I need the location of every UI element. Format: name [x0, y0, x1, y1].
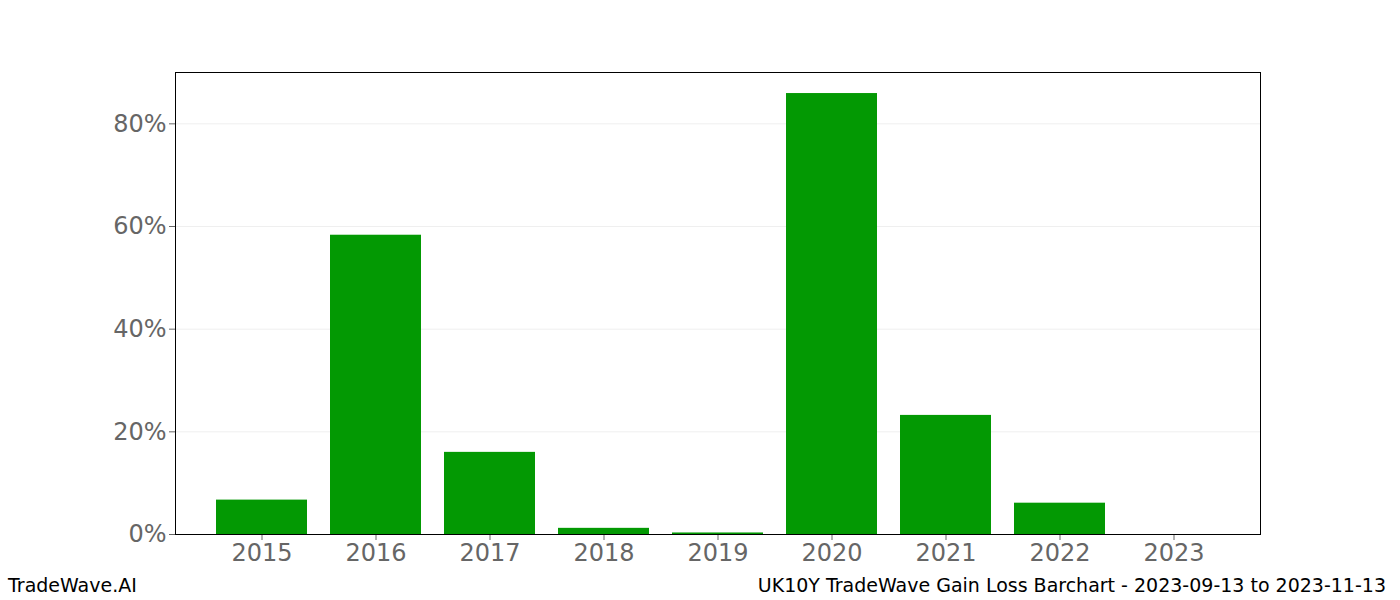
svg-text:40%: 40%	[113, 315, 166, 343]
svg-text:2018: 2018	[573, 539, 634, 567]
svg-text:60%: 60%	[113, 212, 166, 240]
svg-text:20%: 20%	[113, 418, 166, 446]
svg-text:2016: 2016	[345, 539, 406, 567]
svg-text:2022: 2022	[1029, 539, 1090, 567]
svg-text:2023: 2023	[1143, 539, 1204, 567]
svg-text:2021: 2021	[915, 539, 976, 567]
svg-text:80%: 80%	[113, 110, 166, 138]
html-text:UK10Y TradeWave Gain Loss Barc: UK10Y TradeWave Gain Loss Barchart - 202…	[757, 574, 1386, 596]
svg-text:2019: 2019	[687, 539, 748, 567]
svg-text:0%: 0%	[128, 520, 166, 548]
svg-text:2020: 2020	[801, 539, 862, 567]
svg-text:2015: 2015	[231, 539, 292, 567]
html-text:TradeWave.AI: TradeWave.AI	[8, 574, 137, 596]
svg-text:2017: 2017	[459, 539, 520, 567]
